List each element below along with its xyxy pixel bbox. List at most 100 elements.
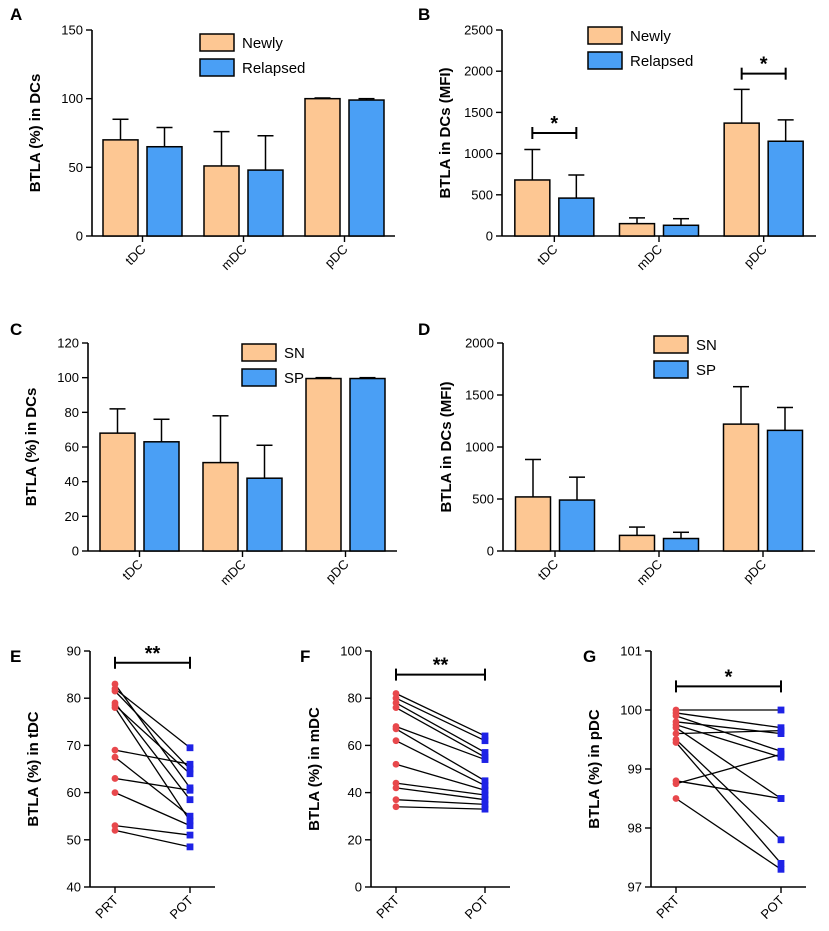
x-tick-label: PRT (373, 892, 402, 921)
bar-relapsed (348, 99, 385, 237)
y-tick-label: 20 (65, 509, 79, 524)
pot-point (186, 812, 194, 820)
y-tick-label: 1500 (465, 388, 494, 403)
legend-label: SP (696, 362, 716, 379)
significance-label: ** (433, 655, 449, 677)
x-tick-label: POT (167, 892, 197, 922)
y-tick-label: 80 (65, 405, 79, 420)
y-tick-label: 60 (65, 440, 79, 455)
bar-sn (514, 496, 552, 552)
panel-letter: D (418, 320, 430, 339)
pot-point (481, 786, 489, 794)
pot-point (481, 737, 489, 745)
y-tick-label: 97 (628, 880, 642, 895)
prt-point (392, 704, 400, 712)
significance-label: * (725, 666, 733, 688)
prt-point (672, 780, 680, 788)
pair-line (114, 749, 191, 765)
y-tick-label: 100 (620, 703, 642, 718)
x-tick-label: pDC (740, 557, 769, 586)
pot-point (777, 836, 785, 844)
pot-point (481, 791, 489, 799)
y-axis-title: BTLA (%) in DCs (27, 74, 44, 193)
significance-label: * (760, 54, 768, 76)
x-tick-label: mDC (634, 557, 666, 589)
pair-line (395, 692, 486, 737)
prt-point (392, 694, 400, 702)
y-tick-label: 100 (340, 644, 362, 659)
legend-label: SP (284, 370, 304, 387)
y-tick-label: 150 (61, 23, 83, 38)
bar-relapsed (558, 197, 595, 237)
prt-point (111, 822, 119, 830)
y-tick-label: 50 (67, 832, 81, 847)
pair-line (114, 792, 191, 827)
bar-sn (618, 534, 656, 552)
y-tick-label: 500 (471, 187, 493, 202)
prt-point (672, 724, 680, 732)
bar-sn (305, 377, 342, 552)
y-tick-label: 1000 (464, 146, 493, 161)
pair-line (114, 824, 191, 836)
bar-relapsed (662, 224, 700, 237)
y-tick-label: 60 (348, 738, 362, 753)
bar-sp (143, 441, 180, 552)
legend-swatch-relapsed (587, 51, 623, 70)
x-tick-label: tDC (122, 242, 148, 268)
prt-point (111, 775, 119, 782)
legend-label: Relapsed (630, 53, 693, 70)
pair-line (114, 707, 191, 822)
x-tick-label: tDC (535, 557, 561, 583)
prt-point (111, 704, 119, 712)
pot-point (777, 750, 785, 758)
pot-point (481, 801, 489, 808)
significance-label: ** (145, 643, 161, 665)
bar-newly (203, 165, 240, 237)
bar-sp (558, 499, 596, 552)
pair-line (395, 707, 486, 758)
pot-point (777, 795, 785, 802)
prt-point (392, 796, 400, 804)
bar-relapsed (767, 140, 804, 237)
prt-point (111, 789, 119, 796)
bar-relapsed (146, 145, 183, 237)
panel-a: A 0 50 100 150 BTLA (%) in DCs tDC mDC pDC Newly R… (10, 5, 395, 273)
y-axis-title: BTLA in DCs (MFI) (438, 381, 455, 512)
pot-point (777, 860, 785, 867)
bar-sp (766, 429, 804, 552)
prt-point (111, 826, 119, 834)
pot-point (186, 831, 194, 839)
pot-point (186, 760, 194, 768)
y-tick-label: 0 (487, 544, 494, 559)
y-tick-label: 40 (65, 474, 79, 489)
x-tick-label: mDC (634, 242, 666, 274)
pot-point (186, 843, 194, 851)
y-tick-label: 70 (67, 738, 81, 753)
prt-point (392, 803, 400, 811)
pot-point (186, 770, 194, 778)
legend-swatch-sn (241, 343, 277, 362)
x-tick-label: pDC (323, 557, 352, 586)
x-tick-label: POT (758, 892, 788, 922)
pair-line (675, 715, 782, 752)
legend-label: Newly (630, 28, 671, 45)
pair-line (114, 683, 191, 789)
y-tick-label: 50 (69, 160, 83, 175)
y-axis-title: BTLA (%) in pDC (586, 709, 603, 829)
x-tick-label: tDC (534, 242, 560, 268)
y-tick-label: 60 (67, 785, 81, 800)
panel-e: E 40 50 60 70 80 90 BTLA (%) in tDC PRT POT ** (10, 643, 215, 922)
x-tick-label: PRT (92, 892, 121, 921)
bar-newly (514, 179, 551, 237)
pair-line (395, 728, 486, 782)
pair-line (114, 690, 191, 770)
panel-g: G 97 98 99 100 101 BTLA (%) in pDC PRT POT * (583, 644, 806, 922)
y-axis-title: BTLA (%) in mDC (306, 707, 323, 831)
pot-point (481, 749, 489, 756)
pair-line (395, 740, 486, 787)
y-tick-label: 101 (620, 644, 642, 659)
bar-sn (722, 423, 760, 552)
y-tick-label: 90 (67, 644, 81, 659)
pair-line (675, 727, 782, 800)
y-tick-label: 99 (628, 762, 642, 777)
